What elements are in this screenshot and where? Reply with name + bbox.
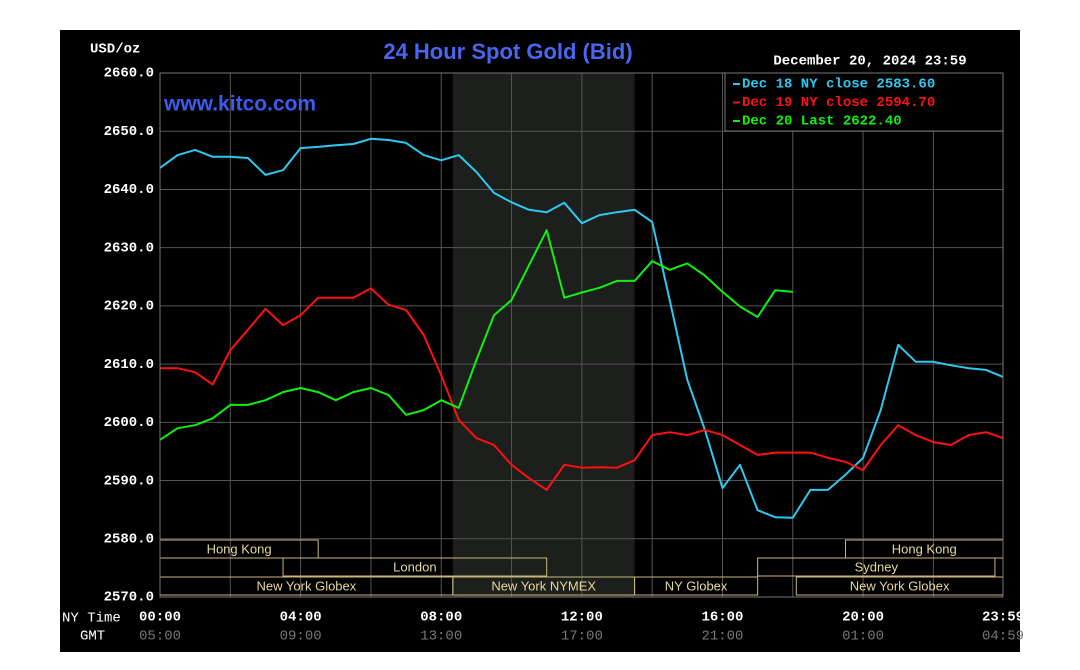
series-line [159, 137, 1004, 519]
legend-box [724, 72, 1004, 132]
session-label: New York NYMEX [491, 578, 596, 593]
x2-tick-label: 04:59 [982, 629, 1024, 645]
x-tick-label: 12:00 [561, 610, 603, 626]
x-tick-label: 08:00 [420, 610, 462, 626]
x-tick-label: 16:00 [701, 610, 743, 626]
plot-border [159, 72, 1004, 598]
y-tick-label: 2630.0 [104, 240, 154, 256]
session-box [634, 576, 759, 596]
legend-label: Dec 20 Last 2622.40 [742, 114, 902, 130]
x2-tick-label: 09:00 [280, 629, 322, 645]
session-label: New York Globex [850, 578, 950, 593]
series-line [160, 287, 1004, 491]
session-box [282, 557, 548, 577]
x-tick-label: 20:00 [842, 610, 884, 626]
session-box [757, 557, 996, 577]
series-line [159, 229, 793, 441]
x2-tick-label: 17:00 [561, 629, 603, 645]
chart-title: 24 Hour Spot Gold (Bid) [383, 39, 632, 64]
y-tick-label: 2620.0 [104, 299, 154, 315]
watermark: www.kitco.com [163, 93, 316, 116]
highlight-range [452, 73, 635, 597]
y-tick-label: 2610.0 [104, 357, 154, 373]
session-label: New York Globex [257, 578, 357, 593]
y-tick-label: 2640.0 [104, 182, 154, 198]
x2-tick-label: 21:00 [701, 629, 743, 645]
x-tick-label: 23:59 [982, 610, 1024, 626]
y-tick-label: 2660.0 [104, 66, 154, 82]
session-label: Sydney [855, 559, 899, 574]
x2-tick-label: 01:00 [842, 629, 884, 645]
x2-axis-label: GMT [80, 629, 105, 645]
x2-tick-label: 05:00 [139, 629, 181, 645]
y-axis-label: USD/oz [90, 42, 140, 58]
legend-label: Dec 19 NY close 2594.70 [742, 95, 935, 111]
session-label: London [393, 559, 436, 574]
y-tick-label: 2570.0 [104, 590, 154, 606]
x-tick-label: 04:00 [280, 610, 322, 626]
session-label: NY Globex [665, 578, 728, 593]
y-tick-label: 2590.0 [104, 473, 154, 489]
session-label: Hong Kong [892, 541, 957, 556]
y-tick-label: 2580.0 [104, 531, 154, 547]
x-axis-label: NY Time [62, 611, 121, 627]
y-tick-label: 2650.0 [104, 124, 154, 140]
x-tick-label: 00:00 [139, 610, 181, 626]
chart-subtitle: December 20, 2024 23:59 [773, 54, 966, 70]
session-label: Hong Kong [207, 541, 272, 556]
x2-tick-label: 13:00 [420, 629, 462, 645]
legend-label: Dec 18 NY close 2583.60 [742, 77, 935, 93]
y-tick-label: 2600.0 [104, 415, 154, 431]
